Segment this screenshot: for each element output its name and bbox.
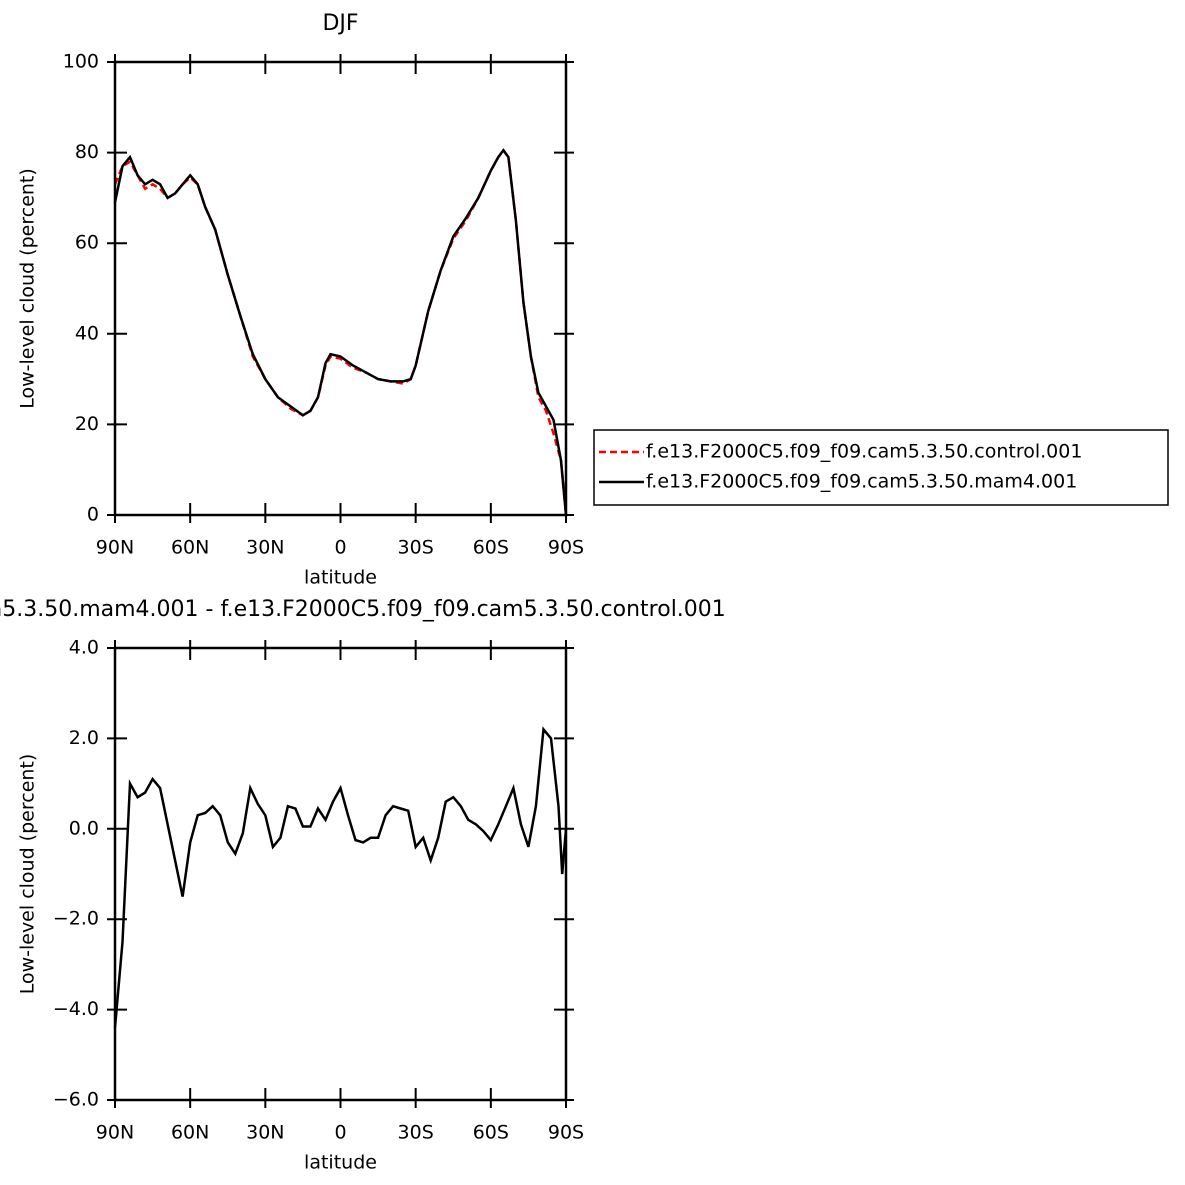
legend-label: f.e13.F2000C5.f09_f09.cam5.3.50.mam4.001 [646,471,1077,493]
data-line [113,726,568,1028]
x-tick-label: 90S [548,1122,584,1144]
chart-title: cam5.3.50.mam4.001 - f.e13.F2000C5.f09_f… [0,597,726,622]
y-tick-label: −6.0 [53,1089,99,1111]
y-tick-label: 60 [75,232,99,254]
legend-box [593,429,1169,506]
x-tick-label: 90N [96,537,134,559]
x-tick-label: 30N [246,1122,284,1144]
x-tick-label: 90N [96,1122,134,1144]
y-tick-label: −4.0 [53,998,99,1020]
x-axis-label: latitude [304,1152,377,1174]
x-tick-label: 60N [171,537,209,559]
x-tick-label: 0 [334,1122,346,1144]
legend-label: f.e13.F2000C5.f09_f09.cam5.3.50.control.… [646,441,1082,463]
y-tick-label: 80 [75,141,99,163]
y-axis-label: Low-level cloud (percent) [17,754,39,995]
data-line [113,148,568,516]
data-line [113,148,568,516]
y-axis-label: Low-level cloud (percent) [17,168,39,409]
y-tick-label: 20 [75,413,99,435]
plot-frame [113,60,568,517]
y-tick-label: 0.0 [69,817,99,839]
x-tick-label: 0 [334,537,346,559]
y-tick-label: 0 [87,504,99,526]
x-tick-label: 60S [473,537,509,559]
x-tick-label: 60N [171,1122,209,1144]
chart-title: DJF [322,11,358,36]
y-tick-label: 100 [63,51,99,73]
x-tick-label: 60S [473,1122,509,1144]
x-tick-label: 30S [398,1122,434,1144]
y-tick-label: 4.0 [69,637,99,659]
y-tick-label: 40 [75,322,99,344]
x-tick-label: 30N [246,537,284,559]
y-tick-label: −2.0 [53,908,99,930]
plot-frame [113,646,568,1102]
x-axis-label: latitude [304,567,377,589]
y-tick-label: 2.0 [69,727,99,749]
x-tick-label: 90S [548,537,584,559]
x-tick-label: 30S [398,537,434,559]
